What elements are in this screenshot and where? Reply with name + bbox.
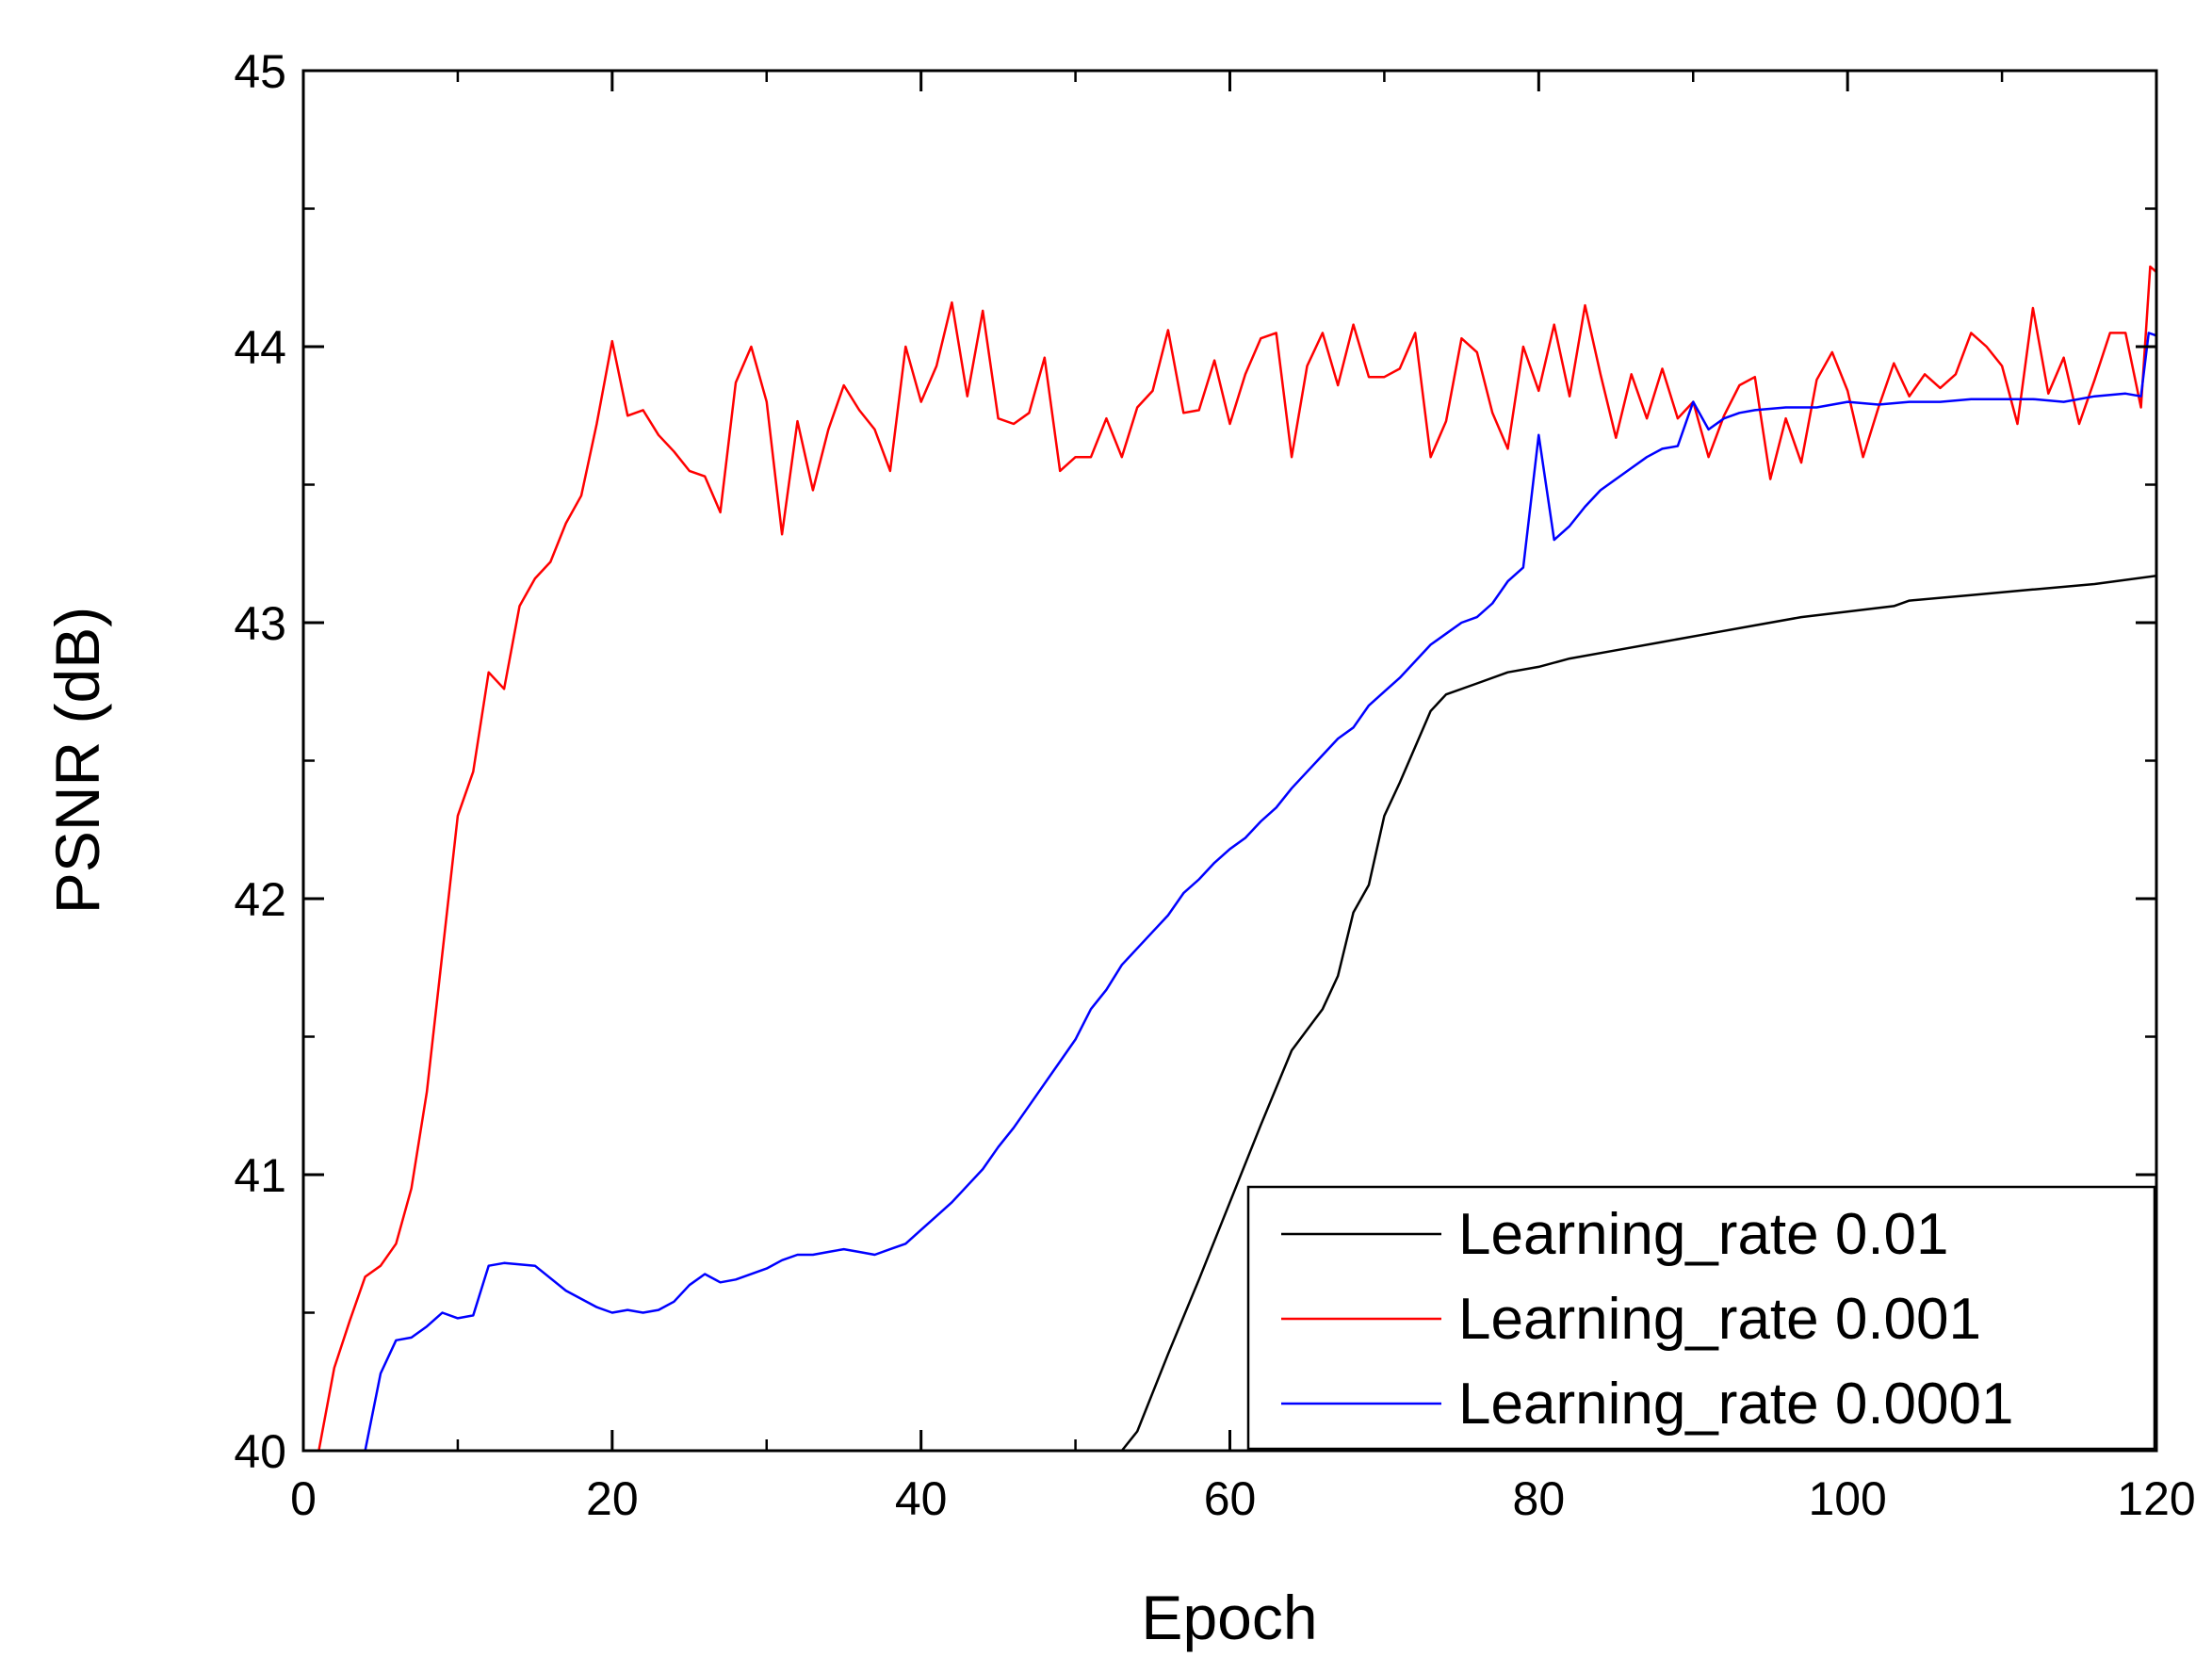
series-line-0	[1120, 574, 2156, 1451]
y-tick-label: 42	[234, 873, 286, 926]
y-tick-label: 45	[234, 45, 286, 98]
ticks-layer: 0 20 40 60 80 100 120 40 41 42 43 44 45	[234, 45, 2195, 1525]
x-tick-label: 40	[895, 1472, 948, 1525]
y-axis-label: PSNR (dB)	[42, 607, 112, 914]
legend: Learning_rate 0.01 Learning_rate 0.001 L…	[1246, 1185, 2156, 1451]
legend-label-lr-0.001: Learning_rate 0.001	[1458, 1287, 1981, 1352]
x-tick-label: 120	[2117, 1472, 2195, 1525]
series-line-2	[364, 332, 2156, 1451]
y-tick-label: 43	[234, 597, 286, 650]
legend-label-lr-0.01: Learning_rate 0.01	[1458, 1202, 1949, 1267]
x-axis-label: Epoch	[1141, 1583, 1317, 1652]
y-tick-label: 40	[234, 1425, 286, 1478]
x-tick-label: 60	[1204, 1472, 1257, 1525]
y-tick-label: 41	[234, 1149, 286, 1202]
x-tick-label: 80	[1513, 1472, 1566, 1525]
series-layer	[317, 265, 2156, 1451]
x-tick-label: 100	[1808, 1472, 1886, 1525]
x-tick-label: 0	[290, 1472, 317, 1525]
x-tick-label: 20	[586, 1472, 639, 1525]
legend-label-lr-0.0001: Learning_rate 0.0001	[1458, 1372, 2013, 1437]
y-tick-label: 44	[234, 321, 286, 374]
series-line-1	[317, 265, 2156, 1451]
